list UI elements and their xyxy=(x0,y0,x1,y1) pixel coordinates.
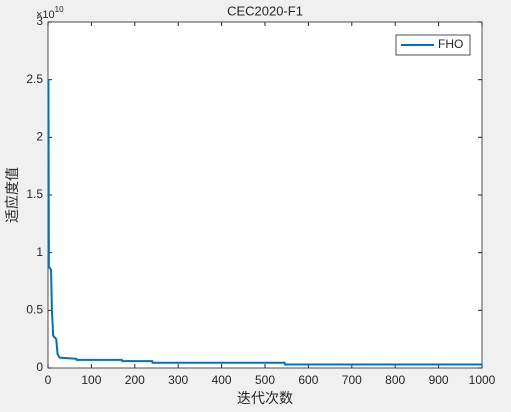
y-tick-label: 1.5 xyxy=(26,187,43,201)
x-tick-label: 200 xyxy=(125,373,145,387)
y-tick-label: 1 xyxy=(36,245,43,259)
y-axis-label: 适应度值 xyxy=(4,167,21,223)
x-tick-label: 0 xyxy=(45,373,52,387)
chart-title: CEC2020-F1 xyxy=(227,3,303,18)
data-line xyxy=(47,79,482,366)
y-tick-label: 3 xyxy=(36,14,43,28)
y-tick-label: 0 xyxy=(36,360,43,374)
y-tick-label: 2.5 xyxy=(26,72,43,86)
plot-area xyxy=(48,22,482,368)
y-multiplier-exponent: 10 xyxy=(55,5,64,14)
x-tick-label: 700 xyxy=(342,373,362,387)
x-tick-label: 300 xyxy=(168,373,188,387)
y-tick-label: 2 xyxy=(36,130,43,144)
y-multiplier: ×1010 xyxy=(36,5,64,21)
x-tick-label: 400 xyxy=(212,373,232,387)
x-tick-label: 800 xyxy=(385,373,405,387)
x-tick-label: 900 xyxy=(429,373,449,387)
x-axis-label: 迭代次数 xyxy=(237,391,293,407)
legend-label: FHO xyxy=(438,37,463,51)
y-multiplier-base: ×10 xyxy=(36,9,55,21)
x-tick-label: 500 xyxy=(255,373,275,387)
y-tick-label: 0.5 xyxy=(26,303,43,317)
x-tick-label: 100 xyxy=(81,373,101,387)
x-tick-label: 1000 xyxy=(469,373,496,387)
x-tick-label: 600 xyxy=(298,373,318,387)
